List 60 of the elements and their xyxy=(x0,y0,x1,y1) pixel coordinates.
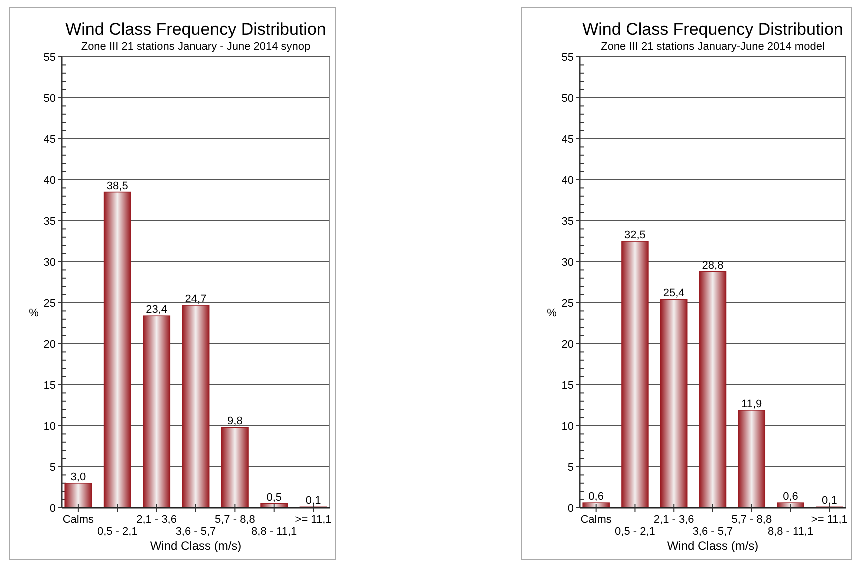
y-tick-label: 15 xyxy=(562,380,574,392)
data-label: 28,8 xyxy=(702,260,724,272)
x-tick-label: Calms xyxy=(580,514,612,526)
x-axis-title: Wind Class (m/s) xyxy=(667,539,759,553)
y-tick-label: 35 xyxy=(44,216,56,228)
x-tick-label: 8,8 - 11,1 xyxy=(252,526,298,538)
data-label: 23,4 xyxy=(146,304,168,316)
x-axis-title: Wind Class (m/s) xyxy=(150,539,242,553)
y-tick-label: 40 xyxy=(562,174,574,187)
data-label: 0,1 xyxy=(822,495,838,508)
data-label: 0,5 xyxy=(266,492,282,504)
y-tick-label: 40 xyxy=(44,174,56,187)
data-label: 32,5 xyxy=(624,230,646,242)
data-label: 11,9 xyxy=(742,398,762,410)
y-tick-label: 15 xyxy=(44,380,56,392)
data-label: 38,5 xyxy=(106,180,128,192)
y-tick-label: 30 xyxy=(562,256,574,269)
chart-subtitle: Zone III 21 stations January - June 2014 synop xyxy=(81,41,311,53)
x-tick-label: 2,1 - 3,6 xyxy=(136,514,177,526)
data-label: 24,7 xyxy=(185,293,207,306)
y-tick-label: 5 xyxy=(50,462,56,474)
chart-title: Wind Class Frequency Distribution xyxy=(66,20,326,39)
y-axis-title: % xyxy=(547,308,558,320)
x-tick-label: 3,6 - 5,7 xyxy=(176,526,216,538)
x-tick-label: 0,5 - 2,1 xyxy=(97,526,138,538)
x-tick-label: 2,1 - 3,6 xyxy=(654,514,694,526)
y-tick-label: 30 xyxy=(44,256,56,269)
x-tick-label: >= 11,1 xyxy=(295,514,332,526)
y-tick-label: 55 xyxy=(562,52,574,64)
x-tick-label: 0,5 - 2,1 xyxy=(615,526,656,538)
y-tick-label: 25 xyxy=(562,298,574,310)
chart-subtitle: Zone III 21 stations January-June 2014 model xyxy=(601,41,825,53)
x-tick-label: 3,6 - 5,7 xyxy=(692,526,734,538)
chart-title: Wind Class Frequency Distribution xyxy=(582,20,844,39)
y-tick-label: 50 xyxy=(44,92,56,105)
y-tick-label: 45 xyxy=(562,134,574,146)
data-label: 25,4 xyxy=(663,288,685,300)
y-tick-label: 10 xyxy=(562,420,574,433)
x-tick-label: 8,8 - 11,1 xyxy=(768,526,814,538)
y-tick-label: 0 xyxy=(50,502,56,515)
y-tick-label: 35 xyxy=(562,216,574,228)
y-tick-label: 50 xyxy=(562,92,574,105)
y-axis-title: % xyxy=(29,308,40,320)
data-label: 0,6 xyxy=(783,491,798,504)
y-tick-label: 20 xyxy=(562,338,574,351)
y-tick-label: 0 xyxy=(568,502,574,515)
x-tick-label: >= 11,1 xyxy=(811,514,848,526)
y-tick-label: 5 xyxy=(568,462,574,474)
y-tick-label: 25 xyxy=(44,298,56,310)
x-tick-label: Calms xyxy=(62,514,95,526)
y-tick-label: 20 xyxy=(44,338,56,351)
y-tick-label: 55 xyxy=(44,52,56,64)
data-label: 3,0 xyxy=(70,471,86,484)
x-tick-label: 5,7 - 8,8 xyxy=(215,514,256,526)
x-tick-label: 5,7 - 8,8 xyxy=(732,514,772,526)
data-label: 0,6 xyxy=(588,491,604,504)
y-tick-label: 45 xyxy=(44,134,56,146)
y-tick-label: 10 xyxy=(44,420,56,433)
data-label: 0,1 xyxy=(306,495,322,508)
data-label: 9,8 xyxy=(228,416,243,428)
